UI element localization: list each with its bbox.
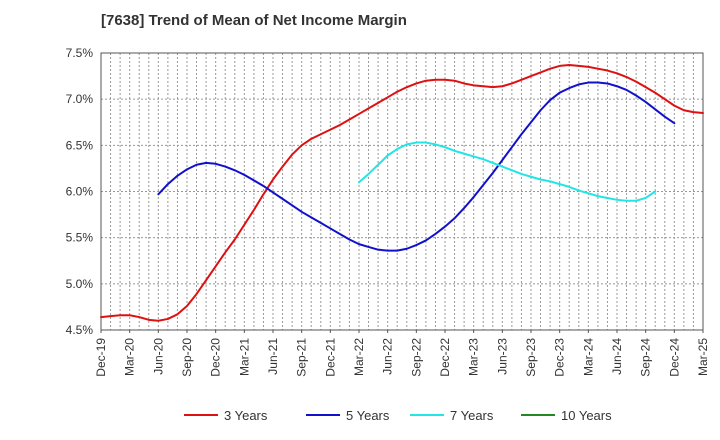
x-tick-label: Sep-23 xyxy=(524,338,538,377)
y-tick-label: 6.5% xyxy=(66,138,94,152)
x-tick-label: Mar-23 xyxy=(467,338,481,376)
y-tick-label: 7.0% xyxy=(66,92,94,106)
y-tick-label: 5.5% xyxy=(66,231,94,245)
chart-title: [7638] Trend of Mean of Net Income Margi… xyxy=(101,12,407,29)
series-lines xyxy=(100,64,704,322)
series-line-3-years xyxy=(100,64,704,322)
axes: 4.5% 5.0% 5.5% 6.0% 6.5% 7.0% 7.5% Dec-19 Mar-20… xyxy=(66,46,710,377)
y-tick-label: 5.0% xyxy=(66,277,94,291)
x-tick-label: Jun-21 xyxy=(266,338,280,375)
x-tick-label: Dec-20 xyxy=(209,338,223,377)
legend-label-3-years: 3 Years xyxy=(224,408,268,423)
y-tick-label: 4.5% xyxy=(66,323,94,337)
series-line-5-years xyxy=(157,81,676,252)
x-tick-label: Dec-19 xyxy=(94,338,108,377)
legend: 3 Years 5 Years 7 Years 10 Years xyxy=(184,408,612,423)
x-tick-label: Dec-22 xyxy=(438,338,452,377)
x-tick-label: Mar-22 xyxy=(352,338,366,376)
x-tick-label: Jun-24 xyxy=(610,338,624,375)
x-tick-label: Dec-21 xyxy=(323,338,337,377)
x-tick-label: Mar-21 xyxy=(237,338,251,376)
x-tick-label: Sep-22 xyxy=(409,338,423,377)
plot-frame xyxy=(100,52,704,331)
x-tick-label: Jun-20 xyxy=(151,338,165,375)
x-tick-label: Sep-20 xyxy=(180,338,194,377)
series-line-7-years xyxy=(358,141,657,202)
y-tick-label: 7.5% xyxy=(66,46,94,60)
x-tick-label: Dec-24 xyxy=(667,338,681,377)
y-tick-label: 6.0% xyxy=(66,185,94,199)
x-tick-label: Dec-23 xyxy=(553,338,567,377)
legend-label-10-years: 10 Years xyxy=(561,408,612,423)
x-tick-label: Mar-25 xyxy=(696,338,710,376)
legend-label-5-years: 5 Years xyxy=(346,408,390,423)
x-tick-label: Sep-24 xyxy=(639,338,653,377)
x-tick-label: Mar-24 xyxy=(581,338,595,376)
x-tick-label: Mar-20 xyxy=(123,338,137,376)
x-tick-label: Sep-21 xyxy=(295,338,309,377)
grid xyxy=(101,53,703,330)
x-tick-label: Jun-23 xyxy=(495,338,509,375)
x-tick-label: Jun-22 xyxy=(381,338,395,375)
legend-label-7-years: 7 Years xyxy=(450,408,494,423)
